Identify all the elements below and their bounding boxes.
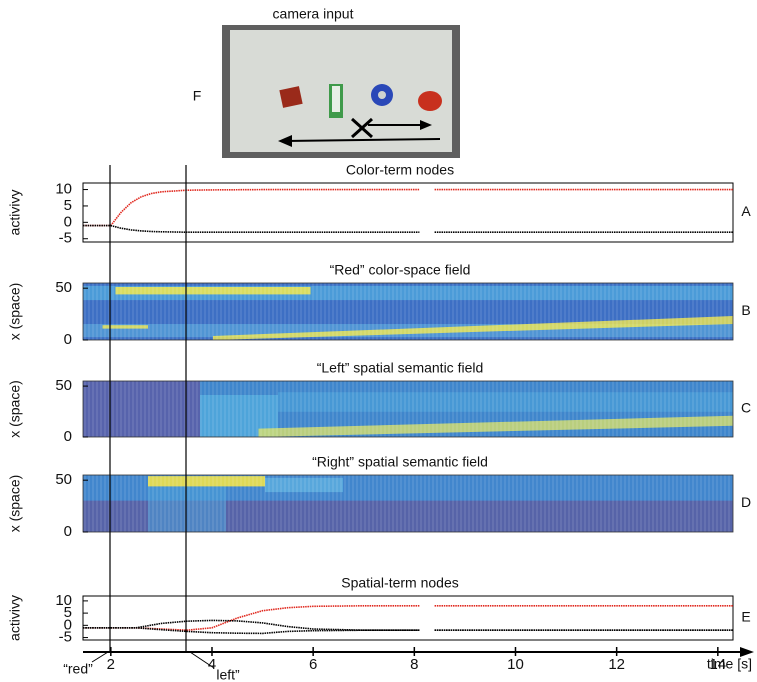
annotation: “red” <box>63 661 93 677</box>
texture <box>83 381 733 437</box>
y-tick-label: 50 <box>55 279 72 296</box>
heatmap <box>83 283 733 340</box>
figure: camera input F “red” left” Color-term no… <box>0 0 757 682</box>
y-tick-label: 0 <box>64 213 72 230</box>
y-tick-label: 50 <box>55 377 72 394</box>
y-tick-label: 0 <box>64 331 72 348</box>
x-tick-label: 6 <box>309 656 317 673</box>
panel-title: “Left” spatial semantic field <box>317 360 484 376</box>
red-ball <box>418 91 442 111</box>
camera-title: camera input <box>273 6 354 22</box>
series-line <box>83 190 733 226</box>
y-axis-label: x (space) <box>7 380 23 438</box>
heatmap <box>83 381 733 437</box>
texture <box>83 475 733 532</box>
y-axis-label: activivy <box>7 595 23 641</box>
y-tick-label: 10 <box>55 181 72 198</box>
y-axis-label: activivy <box>7 190 23 236</box>
panel-label: F <box>193 88 202 104</box>
y-tick-label: 0 <box>64 428 72 445</box>
y-axis-label: x (space) <box>7 283 23 341</box>
texture <box>83 283 733 340</box>
x-tick-label: 8 <box>410 656 418 673</box>
tube-label <box>332 86 340 112</box>
y-tick-label: -5 <box>59 230 72 247</box>
y-tick-label: 5 <box>64 197 72 214</box>
camera-panel: camera input F <box>193 6 460 158</box>
series-line <box>83 606 733 630</box>
panel-title: Spatial-term nodes <box>341 575 459 591</box>
x-tick-label: 4 <box>208 656 216 673</box>
panel-title: “Red” color-space field <box>330 262 471 278</box>
panel-title: Color-term nodes <box>346 162 454 178</box>
heatmap <box>83 475 733 532</box>
annotation: left” <box>216 667 240 682</box>
x-tick-label: 12 <box>608 656 625 673</box>
y-tick-label: 10 <box>55 592 72 609</box>
series-line <box>83 620 733 630</box>
panel-label: E <box>741 609 750 625</box>
panel-label: C <box>741 400 751 416</box>
series-line <box>83 628 733 634</box>
y-axis-label: x (space) <box>7 475 23 533</box>
frame <box>83 596 733 640</box>
panel-label: B <box>741 302 750 318</box>
x-tick-label: 2 <box>107 656 115 673</box>
annotation-arrow <box>92 652 108 662</box>
ring-hole <box>378 91 386 99</box>
x-tick-label: 10 <box>507 656 524 673</box>
series-line <box>83 226 733 233</box>
y-tick-label: 0 <box>64 523 72 540</box>
x-axis-label: time [s] <box>707 656 752 672</box>
frame <box>83 183 733 242</box>
y-tick-label: 50 <box>55 471 72 488</box>
panel-label: A <box>741 203 751 219</box>
panel-title: “Right” spatial semantic field <box>312 454 488 470</box>
panel-label: D <box>741 494 751 510</box>
